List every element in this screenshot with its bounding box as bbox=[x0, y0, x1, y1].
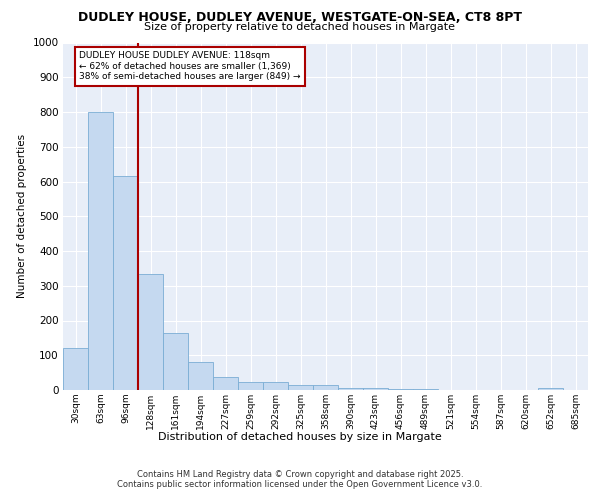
Bar bbox=[213, 377, 238, 390]
Bar bbox=[138, 274, 163, 390]
Text: Distribution of detached houses by size in Margate: Distribution of detached houses by size … bbox=[158, 432, 442, 442]
Bar bbox=[88, 112, 113, 390]
Text: Contains HM Land Registry data © Crown copyright and database right 2025.
Contai: Contains HM Land Registry data © Crown c… bbox=[118, 470, 482, 489]
Bar bbox=[388, 388, 413, 390]
Text: DUDLEY HOUSE, DUDLEY AVENUE, WESTGATE-ON-SEA, CT8 8PT: DUDLEY HOUSE, DUDLEY AVENUE, WESTGATE-ON… bbox=[78, 11, 522, 24]
Bar bbox=[163, 332, 188, 390]
Bar bbox=[313, 385, 338, 390]
Bar bbox=[188, 362, 213, 390]
Bar bbox=[288, 385, 313, 390]
Bar bbox=[538, 388, 563, 390]
Bar bbox=[238, 382, 263, 390]
Bar bbox=[113, 176, 138, 390]
Bar bbox=[263, 382, 288, 390]
Bar bbox=[338, 388, 363, 390]
Y-axis label: Number of detached properties: Number of detached properties bbox=[17, 134, 27, 298]
Text: DUDLEY HOUSE DUDLEY AVENUE: 118sqm
← 62% of detached houses are smaller (1,369)
: DUDLEY HOUSE DUDLEY AVENUE: 118sqm ← 62%… bbox=[79, 51, 301, 81]
Bar bbox=[63, 348, 88, 390]
Text: Size of property relative to detached houses in Margate: Size of property relative to detached ho… bbox=[145, 22, 455, 32]
Bar bbox=[363, 388, 388, 390]
